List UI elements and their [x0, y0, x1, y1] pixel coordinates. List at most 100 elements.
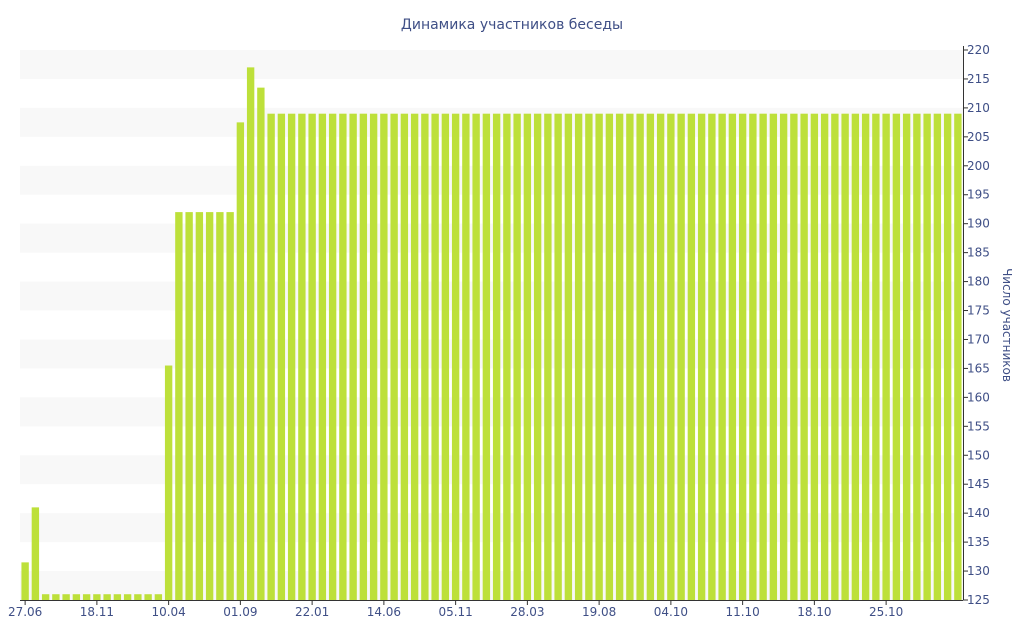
x-tick-label: 10.04 — [151, 605, 185, 619]
bar — [697, 113, 706, 601]
chart-title: Динамика участников беседы — [401, 17, 623, 33]
x-tick-label: 22.01 — [295, 605, 329, 619]
bar — [380, 113, 388, 601]
bar — [52, 594, 60, 600]
bar — [677, 113, 685, 601]
bar — [164, 365, 173, 600]
bar — [113, 594, 122, 600]
y-axis-label: Число участников — [1000, 268, 1014, 382]
bar — [841, 113, 849, 601]
x-tick-label: 28.03 — [510, 605, 544, 619]
y-tick-label: 155 — [967, 419, 990, 433]
bar — [257, 87, 265, 600]
bar — [41, 594, 50, 600]
bar — [308, 113, 316, 601]
y-tick-label: 145 — [967, 477, 990, 491]
bar — [441, 113, 450, 601]
bar — [328, 113, 337, 601]
bar — [93, 594, 101, 600]
bar — [882, 113, 890, 601]
bar — [31, 507, 40, 600]
bar — [574, 113, 583, 601]
bar — [646, 113, 655, 601]
bar — [636, 113, 644, 601]
bar — [943, 113, 952, 601]
x-tick-label: 18.10 — [797, 605, 831, 619]
bar — [872, 113, 880, 601]
bar — [369, 113, 378, 601]
y-tick-label: 195 — [967, 188, 990, 202]
bar — [175, 212, 183, 600]
x-tick-label: 11.10 — [725, 605, 759, 619]
bar — [523, 113, 532, 601]
bar — [687, 113, 696, 601]
bar — [564, 113, 573, 601]
bar — [472, 113, 480, 601]
y-tick-label: 180 — [967, 275, 990, 289]
axes: 125 130 135 140 145 150 155 160 165 170 175 180 185 1… — [8, 43, 990, 619]
bars — [21, 67, 962, 601]
y-tick-label: 175 — [967, 304, 990, 318]
y-tick-label: 200 — [967, 159, 990, 173]
bar — [62, 594, 70, 600]
bar — [226, 212, 234, 600]
bar — [933, 113, 942, 601]
bar — [21, 562, 29, 600]
bar — [913, 113, 921, 601]
x-tick-label: 14.06 — [367, 605, 401, 619]
y-tick-label: 185 — [967, 246, 990, 260]
bar — [205, 212, 214, 600]
bar — [421, 113, 429, 601]
y-tick-label: 215 — [967, 72, 990, 86]
bar — [831, 113, 839, 601]
bar — [851, 113, 860, 601]
bar — [400, 113, 409, 601]
bar — [544, 113, 552, 601]
bar — [820, 113, 829, 601]
bar — [656, 113, 665, 601]
bar — [892, 113, 901, 601]
bar — [861, 113, 870, 601]
x-tick-label: 01.09 — [223, 605, 257, 619]
bar — [513, 113, 521, 601]
bar — [749, 113, 757, 601]
bar — [769, 113, 778, 601]
bar — [790, 113, 798, 601]
bar — [236, 122, 245, 601]
bar — [267, 113, 275, 601]
bar — [277, 113, 286, 601]
bar — [738, 113, 747, 601]
y-tick-label: 135 — [967, 535, 990, 549]
bar — [585, 113, 593, 601]
bar — [810, 113, 819, 601]
bar — [462, 113, 470, 601]
bar — [185, 212, 193, 600]
x-tick-label: 05.11 — [438, 605, 472, 619]
bar — [759, 113, 767, 601]
bar — [615, 113, 624, 601]
y-tick-label: 125 — [967, 593, 990, 607]
bar — [287, 113, 296, 601]
bar — [779, 113, 788, 601]
x-tick-label: 19.08 — [582, 605, 616, 619]
bar — [595, 113, 603, 601]
bar — [390, 113, 398, 601]
bar — [492, 113, 501, 601]
y-tick-label: 210 — [967, 101, 990, 115]
bar — [728, 113, 737, 601]
bar — [144, 594, 152, 600]
bar — [482, 113, 491, 601]
bar — [503, 113, 511, 601]
bar — [605, 113, 614, 601]
bar — [923, 113, 931, 601]
bar — [154, 594, 163, 600]
bar — [708, 113, 716, 601]
bar — [123, 594, 132, 600]
bar — [533, 113, 542, 601]
bar — [431, 113, 439, 601]
bar — [554, 113, 562, 601]
bar — [902, 113, 911, 601]
bar — [195, 212, 204, 600]
bar — [800, 113, 808, 601]
